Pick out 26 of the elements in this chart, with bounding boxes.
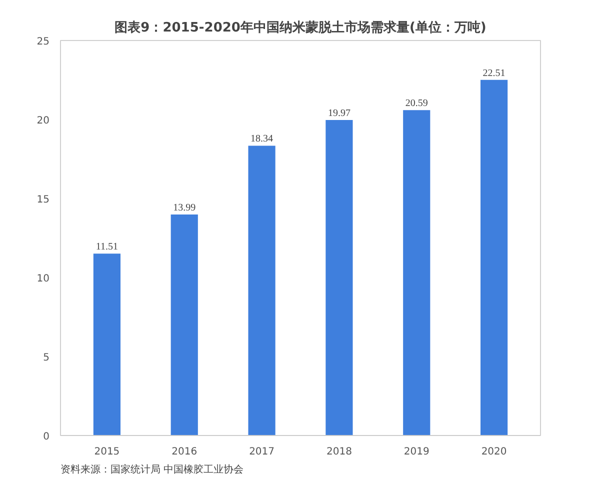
bar [403, 110, 430, 436]
data-label: 13.99 [173, 202, 196, 214]
bar [326, 120, 353, 436]
x-tick-label: 2016 [172, 446, 198, 458]
bar [170, 214, 198, 436]
x-tick-label: 2019 [404, 446, 430, 458]
chart-title: 图表9：2015-2020年中国纳米蒙脱土市场需求量(单位：万吨) [114, 20, 486, 36]
bar [248, 146, 276, 436]
y-tick-label: 20 [36, 116, 50, 126]
y-tick-label: 15 [36, 194, 50, 206]
x-tick-label: 2020 [481, 446, 507, 458]
y-tick-label: 25 [36, 36, 50, 48]
text: 资料来源：国家统计局 中国橡胶工业协会 [60, 464, 244, 476]
data-label: 11.51 [96, 242, 118, 253]
x-tick-label: 2018 [326, 446, 352, 458]
data-label: 18.34 [250, 134, 274, 145]
y-tick-label: 5 [43, 352, 50, 364]
x-tick-label: 2017 [249, 446, 275, 458]
data-label: 22.51 [482, 68, 506, 79]
x-tick-label: 2015 [94, 446, 120, 458]
bar [480, 80, 508, 436]
data-label: 20.59 [405, 98, 428, 110]
y-tick-label: 10 [36, 274, 50, 284]
bar [93, 254, 120, 436]
data-label: 19.97 [328, 108, 350, 119]
y-tick-label: 0 [43, 432, 50, 442]
